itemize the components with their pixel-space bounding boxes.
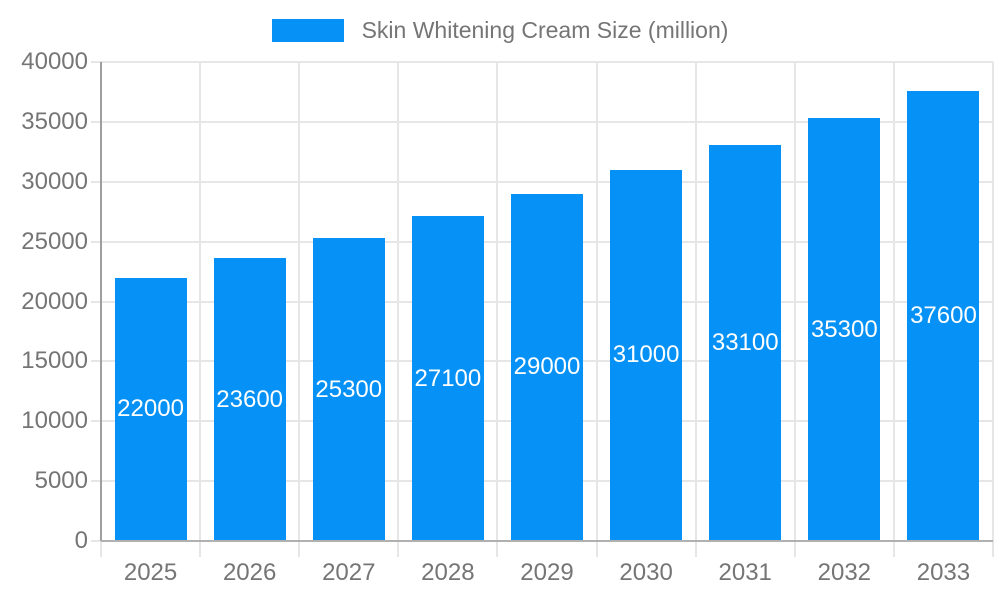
x-gridline	[298, 62, 301, 557]
y-axis-label: 40000	[21, 48, 88, 75]
legend-label: Skin Whitening Cream Size (million)	[361, 17, 729, 43]
x-gridline	[595, 62, 598, 557]
x-axis-label: 2033	[916, 559, 971, 586]
x-gridline	[397, 62, 400, 557]
x-gridline	[199, 62, 202, 557]
y-axis-label: 20000	[21, 287, 88, 315]
bar-value-label: 33100	[711, 328, 779, 356]
x-gridline	[793, 62, 796, 557]
x-gridline	[496, 62, 499, 557]
bar-value-label: 27100	[414, 364, 482, 392]
y-axis-tick	[91, 420, 101, 423]
bar-value-label: 29000	[513, 353, 581, 381]
bar-value-label: 22000	[117, 395, 184, 423]
y-axis-tick	[91, 300, 101, 303]
x-axis-label: 2025	[123, 559, 178, 586]
x-axis-label: 2029	[520, 559, 574, 586]
y-gridline	[101, 61, 993, 63]
bar[interactable]	[907, 90, 980, 541]
bar[interactable]	[610, 169, 683, 541]
bar-value-label: 23600	[216, 385, 284, 413]
x-axis-label: 2027	[322, 559, 376, 586]
bar[interactable]	[312, 238, 385, 541]
y-axis-tick	[91, 120, 101, 123]
x-gridline	[992, 62, 994, 557]
bar[interactable]	[808, 118, 881, 541]
y-axis-label: 25000	[21, 227, 88, 255]
bar-value-label: 31000	[612, 341, 680, 369]
x-axis-label: 2028	[421, 559, 475, 586]
y-axis-tick	[91, 61, 101, 63]
x-gridline	[694, 62, 697, 557]
y-axis-tick	[91, 240, 101, 243]
x-gridline	[892, 62, 895, 557]
bar[interactable]	[114, 277, 187, 541]
y-gridline	[101, 180, 993, 183]
y-axis-label: 15000	[21, 347, 88, 375]
x-axis-label: 2026	[222, 559, 277, 586]
legend-swatch	[271, 18, 344, 42]
x-axis-baseline	[101, 540, 993, 542]
y-axis-line	[100, 62, 102, 541]
y-axis-label: 10000	[21, 407, 88, 435]
bar[interactable]	[511, 193, 583, 541]
x-axis-label: 2030	[619, 559, 673, 586]
bar-value-label: 35300	[810, 315, 878, 343]
y-axis-label: 0	[74, 527, 88, 554]
bar-value-label: 37600	[910, 301, 977, 329]
y-axis-tick	[91, 540, 101, 542]
x-axis-label: 2031	[718, 559, 772, 586]
y-axis-label: 5000	[34, 467, 88, 495]
y-axis-label: 35000	[21, 107, 88, 135]
bar[interactable]	[709, 144, 782, 541]
bar-value-label: 25300	[315, 375, 383, 403]
y-axis-tick	[91, 180, 101, 183]
legend[interactable]: Skin Whitening Cream Size (million)	[0, 17, 1000, 43]
y-axis-label: 30000	[21, 167, 88, 195]
y-axis-tick	[91, 360, 101, 363]
bar[interactable]	[213, 258, 286, 541]
y-gridline	[101, 120, 993, 123]
y-axis-tick	[91, 480, 101, 483]
bar[interactable]	[411, 216, 484, 541]
x-axis-label: 2032	[817, 559, 872, 586]
